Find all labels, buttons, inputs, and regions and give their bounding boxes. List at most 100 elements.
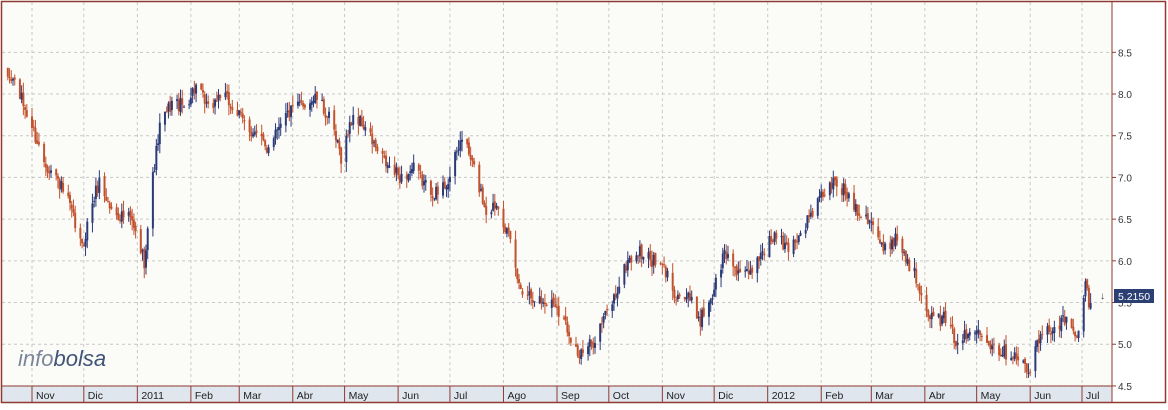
candle-body — [106, 201, 109, 203]
x-tick-label: Jun — [1034, 390, 1051, 402]
candle-body — [820, 191, 823, 198]
candle-body — [262, 134, 265, 141]
candle-body — [1034, 346, 1037, 372]
candle-body — [119, 219, 122, 221]
x-tick-label: Abr — [929, 390, 946, 402]
candle-body — [374, 139, 377, 148]
x-tick-label: Dic — [88, 390, 103, 402]
y-tick-label: 6.5 — [1118, 215, 1132, 226]
candle-body — [604, 310, 607, 315]
candle-body — [877, 226, 880, 238]
candle-body — [348, 122, 351, 134]
x-tick-label: May — [981, 390, 1002, 402]
candle-body — [552, 297, 555, 304]
candle-body — [835, 178, 838, 187]
candle-body — [723, 250, 726, 254]
candle-body — [454, 152, 457, 177]
candle-body — [961, 340, 964, 344]
candle-body — [792, 239, 795, 254]
candle-body — [737, 270, 740, 274]
candle-body — [507, 227, 510, 232]
candle-body — [1022, 360, 1025, 363]
candle-body — [410, 169, 413, 174]
candle-body — [806, 215, 809, 229]
candle-body — [302, 102, 305, 107]
candle-body — [664, 266, 667, 278]
candle-body — [942, 311, 945, 319]
candle-body — [471, 157, 474, 161]
candle-body — [545, 304, 548, 306]
candle-body — [310, 101, 313, 105]
candle-body — [1077, 330, 1080, 339]
candle-body — [417, 164, 420, 171]
candle-body — [937, 313, 940, 317]
candle-body — [189, 97, 192, 105]
candle-body — [592, 342, 595, 348]
candle-body — [131, 216, 134, 221]
candle-body — [661, 263, 664, 265]
candle-body — [878, 239, 881, 244]
candle-body — [1005, 344, 1008, 360]
candle-body — [856, 204, 859, 216]
candle-body — [625, 265, 628, 271]
x-tick-label: Sep — [561, 390, 580, 402]
candle-body — [22, 92, 25, 107]
candle-body — [497, 206, 500, 210]
candle-body — [1065, 316, 1068, 323]
candle-body — [709, 299, 712, 304]
candle-body — [371, 133, 374, 145]
candle-body — [334, 130, 337, 141]
candle-body — [62, 182, 65, 192]
candle-body — [236, 109, 239, 116]
candle-body — [780, 236, 783, 238]
candle-body — [854, 203, 857, 212]
candle-body — [663, 264, 666, 266]
candle-body — [248, 119, 251, 133]
candle-body — [48, 171, 51, 174]
candle-body — [67, 192, 70, 197]
candle-body — [336, 139, 339, 143]
candle-body — [908, 259, 911, 272]
candle-body — [504, 226, 507, 233]
candle-body — [749, 269, 752, 275]
candle-body — [626, 260, 629, 271]
candle-body — [889, 242, 892, 250]
candle-body — [687, 292, 690, 298]
candle-body — [965, 329, 968, 340]
candle-body — [771, 240, 774, 242]
candle-body — [321, 99, 324, 101]
candle-body — [122, 210, 125, 218]
candle-body — [569, 337, 572, 343]
candle-body — [200, 83, 203, 90]
candle-body — [963, 330, 966, 340]
candle-body — [823, 194, 826, 196]
candle-body — [726, 254, 729, 258]
candle-body — [505, 228, 508, 234]
candle-body — [58, 179, 61, 190]
candle-body — [466, 138, 469, 145]
candle-body — [782, 235, 785, 250]
candle-body — [20, 92, 23, 100]
candle-body — [359, 115, 362, 126]
candle-body — [809, 212, 812, 217]
candle-body — [649, 250, 652, 261]
candle-body — [424, 180, 427, 183]
candle-body — [846, 192, 849, 199]
candle-body — [987, 341, 990, 345]
y-tick-label: 8.0 — [1118, 90, 1132, 101]
y-tick-label: 8.5 — [1118, 48, 1132, 59]
candle-body — [253, 132, 256, 135]
candle-body — [286, 111, 289, 113]
candle-body — [448, 176, 451, 183]
candle-body — [799, 232, 802, 236]
candle-body — [623, 264, 626, 285]
candle-body — [868, 220, 871, 223]
candle-body — [816, 198, 819, 216]
candle-body — [309, 103, 312, 110]
last-price-marker: ↓ — [1100, 291, 1105, 302]
candle-body — [24, 107, 27, 110]
candle-body — [599, 323, 602, 342]
candle-body — [818, 196, 821, 198]
candle-body — [683, 297, 686, 300]
candle-body — [1025, 363, 1028, 373]
